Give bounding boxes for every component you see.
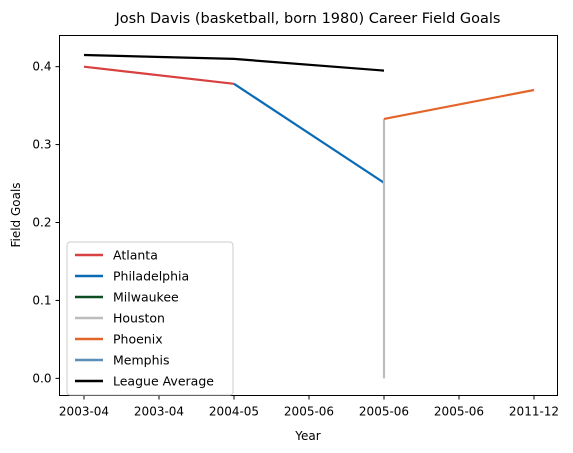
series-line-atlanta <box>83 65 235 85</box>
legend-label: Memphis <box>113 353 170 368</box>
legend-label: Houston <box>113 311 165 326</box>
legend: Atlanta Philadelphia Milwaukee Houston Phoen… <box>66 241 234 396</box>
legend-label: Philadelphia <box>113 269 189 284</box>
legend-label: League Average <box>113 374 214 389</box>
y-tick-label: 0.2 <box>32 216 51 230</box>
y-tick-label: 0.4 <box>32 60 51 74</box>
x-tick-label: 2003-04 <box>134 405 184 419</box>
y-axis-label: Field Goals <box>9 182 23 247</box>
chart-title: Josh Davis (basketball, born 1980) Caree… <box>115 11 501 27</box>
x-tick-label: 2005-06 <box>284 405 334 419</box>
legend-label: Atlanta <box>113 248 158 263</box>
series-line-philadelphia <box>233 82 385 184</box>
x-tick-label: 2003-04 <box>59 405 109 419</box>
legend-label: Milwaukee <box>113 290 179 305</box>
x-tick-label: 2004-05 <box>209 405 259 419</box>
x-tick-label: 2005-06 <box>359 405 409 419</box>
series-line-league-average <box>83 53 385 72</box>
x-tick-label: 2011-12 <box>509 405 559 419</box>
series-line-phoenix <box>383 88 535 120</box>
legend-label: Phoenix <box>113 332 163 347</box>
y-tick-label: 0.3 <box>32 138 51 152</box>
y-tick-label: 0.0 <box>32 371 51 385</box>
x-axis-label: Year <box>294 429 320 443</box>
x-tick-label: 2005-06 <box>434 405 484 419</box>
legend-box <box>66 241 234 396</box>
plot-lines <box>83 53 535 379</box>
x-axis: 2003-04 2003-04 2004-05 2005-06 2005-06 2005-… <box>59 395 559 419</box>
y-axis: 0.0 0.1 0.2 0.3 0.4 <box>32 60 60 385</box>
y-tick-label: 0.1 <box>32 293 51 307</box>
